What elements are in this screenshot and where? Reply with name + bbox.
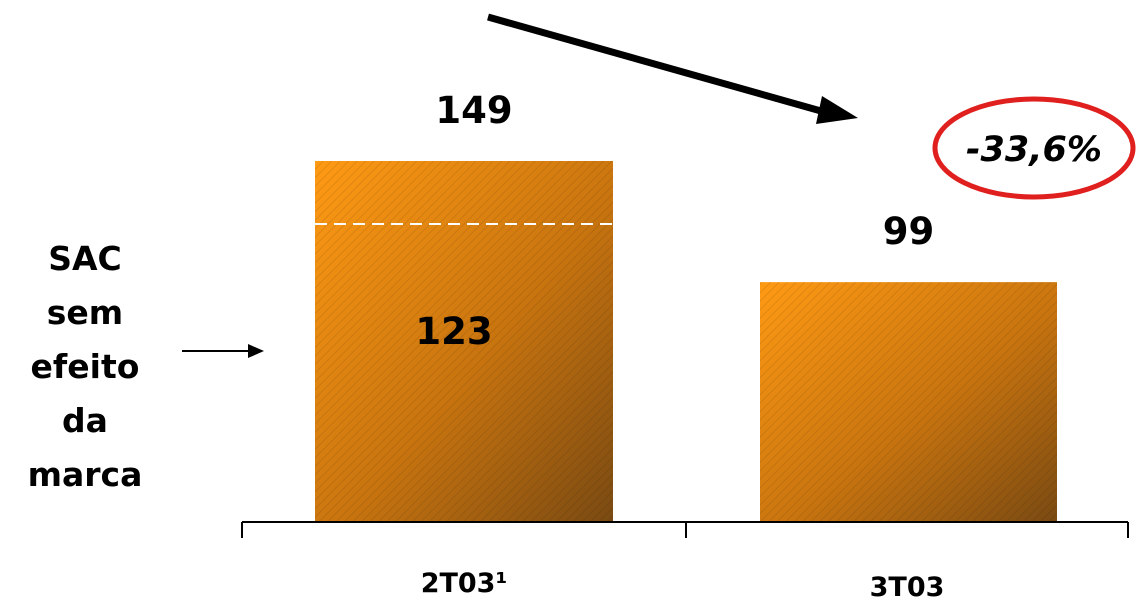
x-tick-label-2T03: 2T03¹: [421, 568, 508, 599]
trend-arrow-head: [816, 96, 858, 124]
x-tick-label-3T03: 3T03: [870, 572, 945, 603]
bar-value-label: 149: [435, 89, 512, 132]
side-pointer-arrow-head: [248, 344, 264, 358]
change-annotation-ellipse: [932, 96, 1136, 200]
bar-texture: [760, 282, 1057, 522]
bar-texture: [315, 161, 613, 522]
trend-arrow: [487, 13, 829, 117]
bar-value-label: 99: [883, 210, 935, 253]
change-annotation-label: -33,6%: [966, 130, 1102, 170]
segment-value-label: 123: [415, 310, 492, 353]
side-note-label: SAC sem efeito da marca: [27, 239, 143, 494]
